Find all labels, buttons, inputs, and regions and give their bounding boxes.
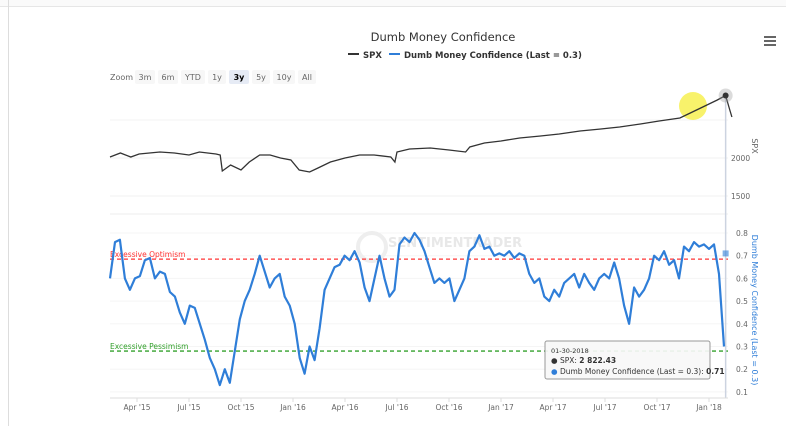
legend-item-dmc[interactable]: Dumb Money Confidence (Last = 0.3) — [389, 51, 582, 61]
x-tick-label: Oct '15 — [228, 403, 255, 412]
range-button-label: 10y — [277, 73, 292, 82]
hover-markers — [718, 88, 733, 257]
range-button-label: 6m — [162, 73, 175, 82]
y-axis-title-spx: SPX — [750, 138, 759, 154]
range-button-all[interactable]: All — [298, 70, 316, 84]
legend: SPX Dumb Money Confidence (Last = 0.3) — [348, 51, 582, 61]
y-axis-title-dmc: Dumb Money Confidence (Last = 0.3) — [750, 235, 759, 386]
x-tick-label: Apr '15 — [124, 403, 151, 412]
tooltip-dmc-bullet: ● — [551, 367, 560, 376]
range-selector-label: Zoom — [110, 73, 133, 82]
x-tick-label: Jan '17 — [487, 403, 514, 412]
watermark-logo: SENTIMENTRADER — [356, 231, 522, 263]
hover-point-spx — [722, 92, 729, 99]
range-button-label: 3m — [139, 73, 152, 82]
menu-button[interactable] — [764, 36, 776, 46]
range-button-label: 1y — [212, 73, 222, 82]
x-tick-label: Apr '16 — [332, 403, 359, 412]
hover-point-dmc — [722, 250, 729, 257]
x-tick-label: Jul '16 — [384, 403, 408, 412]
series-line-dmc[interactable] — [108, 231, 726, 387]
plot-line-label: Excessive Optimism — [110, 250, 185, 259]
range-button-3m[interactable]: 3m — [135, 70, 155, 84]
y-tick-label-dmc: 0.5 — [736, 297, 748, 306]
axes: 1500 2000 0.1 0.2 0.3 0.4 0.5 0.6 0.7 0.8 Apr '15 J… — [110, 154, 750, 412]
hamburger-icon — [764, 36, 776, 46]
watermark-text: SENTIMENTRADER — [388, 236, 522, 251]
x-tick-label: Jul '15 — [176, 403, 200, 412]
y-tick-label-spx: 1500 — [731, 192, 750, 201]
tooltip-dmc: ● Dumb Money Confidence (Last = 0.3): 0.… — [551, 367, 725, 376]
range-button-6m[interactable]: 6m — [158, 70, 178, 84]
legend-label-dmc: Dumb Money Confidence (Last = 0.3) — [404, 51, 582, 61]
range-button-label: All — [302, 73, 312, 82]
legend-label-spx: SPX — [363, 51, 382, 61]
range-button-ytd[interactable]: YTD — [181, 70, 205, 84]
tooltip-spx-bullet: ● — [551, 356, 560, 365]
grid — [110, 119, 728, 393]
y-tick-label-dmc: 0.4 — [736, 320, 748, 329]
x-tick-label: Apr '17 — [540, 403, 567, 412]
window-top-bar — [0, 0, 786, 7]
tooltip-box — [544, 340, 711, 380]
tooltip-spx-value: 2 822.43 — [579, 356, 616, 365]
x-tick-label: Jan '16 — [279, 403, 306, 412]
tooltip-dmc-label: Dumb Money Confidence (Last = 0.3): — [560, 367, 706, 376]
tooltip-date: 01-30-2018 — [551, 347, 589, 355]
legend-item-spx[interactable]: SPX — [348, 51, 382, 61]
range-button-3y[interactable]: 3y — [229, 70, 249, 84]
range-button-label: 5y — [256, 73, 266, 82]
window-left-edge — [8, 0, 9, 426]
cursor-highlight — [679, 92, 707, 120]
plot-line-label: Excessive Pessimism — [110, 342, 189, 351]
range-button-1y[interactable]: 1y — [208, 70, 226, 84]
x-tick-label: Jul '17 — [592, 403, 616, 412]
tooltip-spx: ● SPX: 2 822.43 — [551, 356, 616, 365]
series-line-spx[interactable] — [109, 94, 733, 173]
y-tick-label-dmc: 0.3 — [736, 343, 748, 352]
range-button-5y[interactable]: 5y — [252, 70, 270, 84]
y-tick-label-dmc: 0.2 — [736, 365, 748, 374]
y-tick-label-dmc: 0.8 — [736, 229, 748, 238]
y-tick-label-spx: 2000 — [731, 154, 750, 163]
chart-title: Dumb Money Confidence — [371, 30, 516, 44]
tooltip-spx-label: SPX: — [560, 356, 579, 365]
range-selector: Zoom 3m 6m YTD 1y 3y 5y 10y All — [110, 70, 316, 84]
tooltip: 01-30-2018 ● SPX: 2 822.43 ● Dumb Money … — [544, 340, 725, 380]
x-tick-label: Oct '17 — [644, 403, 671, 412]
range-button-label: YTD — [184, 73, 201, 82]
x-tick-label: Jan '18 — [695, 403, 722, 412]
y-tick-label-dmc: 0.1 — [736, 388, 748, 397]
tooltip-dmc-value: 0.71 — [706, 367, 725, 376]
x-tick-label: Oct '16 — [436, 403, 463, 412]
range-button-10y[interactable]: 10y — [273, 70, 295, 84]
range-button-label: 3y — [234, 73, 246, 82]
y-tick-label-dmc: 0.6 — [736, 274, 748, 283]
y-tick-label-dmc: 0.7 — [736, 252, 748, 261]
